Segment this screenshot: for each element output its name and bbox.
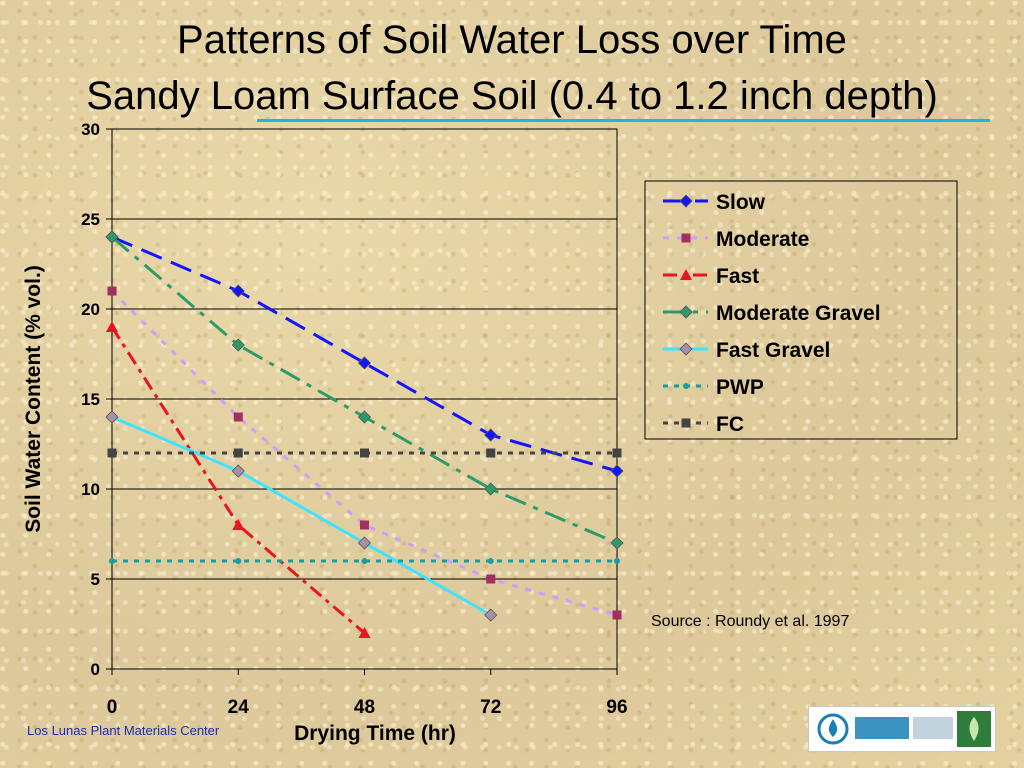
series-pwp bbox=[109, 558, 620, 564]
legend-label-moderate: Moderate bbox=[716, 228, 809, 251]
point-fast-0 bbox=[106, 321, 118, 332]
nrcs-logo bbox=[808, 706, 996, 752]
point-slow-3 bbox=[484, 428, 498, 442]
point-fast-gravel-0 bbox=[105, 410, 119, 424]
point-pwp-1 bbox=[235, 558, 242, 564]
legend-item-moderate-gravel: Moderate Gravel bbox=[663, 302, 881, 325]
x-tick-label-2: 48 bbox=[354, 697, 375, 718]
point-moderate-3 bbox=[486, 574, 496, 584]
grid-layer bbox=[112, 128, 617, 580]
legend-label-fast-gravel: Fast Gravel bbox=[716, 339, 830, 362]
series-fc bbox=[107, 448, 622, 458]
water-drop-icon bbox=[817, 713, 849, 745]
series-line-moderate-gravel bbox=[111, 235, 618, 545]
footer-organization: Los Lunas Plant Materials Center bbox=[27, 723, 220, 738]
point-moderate-4 bbox=[612, 610, 622, 620]
point-slow-4 bbox=[610, 464, 624, 478]
legend-marker-moderate bbox=[681, 233, 691, 243]
source-annotation: Source : Roundy et al. 1997 bbox=[651, 613, 849, 630]
y-tick-label-1: 5 bbox=[91, 570, 100, 589]
y-tick-label-6: 30 bbox=[81, 120, 100, 139]
legend-marker-fast-gravel bbox=[679, 342, 693, 356]
point-slow-2 bbox=[357, 356, 372, 370]
legend-item-moderate: Moderate bbox=[663, 228, 809, 251]
series-line-fast-gravel bbox=[111, 415, 492, 617]
legend-label-moderate-gravel: Moderate Gravel bbox=[716, 302, 881, 325]
point-fc-4 bbox=[612, 448, 622, 458]
point-pwp-0 bbox=[109, 558, 115, 564]
nrcs-wordmark bbox=[855, 717, 909, 739]
series-layer bbox=[105, 230, 624, 638]
legend: Slow Moderate Fast Moderate Gravel Fast Grav… bbox=[644, 180, 958, 440]
legend-label-fc: FC bbox=[716, 413, 744, 436]
leaf-icon bbox=[969, 717, 979, 741]
point-moderate-2 bbox=[360, 520, 369, 530]
series-moderate bbox=[107, 286, 622, 620]
y-tick-label-2: 10 bbox=[81, 480, 100, 499]
point-fast-gravel-1 bbox=[231, 464, 245, 478]
point-moderate-gravel-2 bbox=[357, 410, 372, 424]
legend-marker-moderate-gravel bbox=[679, 305, 693, 319]
y-tick-label-3: 15 bbox=[81, 390, 100, 409]
x-tick-label-0: 0 bbox=[107, 697, 118, 718]
point-fc-1 bbox=[233, 448, 243, 458]
legend-item-pwp: PWP bbox=[663, 376, 764, 399]
point-fast-2 bbox=[358, 627, 371, 638]
legend-item-fast-gravel: Fast Gravel bbox=[663, 339, 830, 362]
point-moderate-0 bbox=[107, 286, 117, 296]
chart-title-line2: Sandy Loam Surface Soil (0.4 to 1.2 inch… bbox=[86, 74, 938, 118]
point-moderate-1 bbox=[233, 412, 243, 422]
point-moderate-gravel-0 bbox=[105, 230, 119, 244]
point-moderate-gravel-3 bbox=[484, 482, 498, 496]
legend-item-fast: Fast bbox=[663, 265, 759, 288]
legend-item-fc: FC bbox=[663, 413, 744, 436]
point-fast-gravel-2 bbox=[357, 536, 372, 550]
point-moderate-gravel-1 bbox=[231, 338, 245, 352]
point-fc-2 bbox=[360, 448, 369, 458]
chart-title-line1: Patterns of Soil Water Loss over Time bbox=[177, 18, 847, 62]
point-fast-gravel-3 bbox=[484, 608, 498, 622]
legend-marker-fast bbox=[680, 269, 692, 280]
x-tick-label-4: 96 bbox=[606, 697, 627, 718]
legend-frame bbox=[644, 180, 958, 440]
series-fast bbox=[106, 321, 371, 638]
legend-item-slow: Slow bbox=[663, 191, 766, 214]
y-axis-label: Soil Water Content (% vol.) bbox=[22, 265, 45, 533]
point-slow-1 bbox=[231, 284, 245, 298]
point-pwp-3 bbox=[487, 558, 494, 564]
legend-marker-fc bbox=[681, 418, 691, 428]
axis-layer: 0 5 10 15 20 25 30 0 24 48 72 96 bbox=[81, 120, 627, 718]
agency-name-block bbox=[913, 717, 953, 739]
nrcs-logo-graphic bbox=[817, 711, 991, 747]
legend-marker-pwp bbox=[683, 383, 689, 389]
legend-marker-slow bbox=[679, 194, 693, 208]
y-tick-label-5: 25 bbox=[81, 210, 100, 229]
series-fast-gravel bbox=[105, 410, 498, 622]
y-tick-label-4: 20 bbox=[81, 300, 100, 319]
series-line-slow bbox=[111, 235, 618, 473]
point-pwp-4 bbox=[614, 558, 620, 564]
point-fc-3 bbox=[486, 448, 496, 458]
series-moderate-gravel bbox=[105, 230, 624, 550]
series-line-fast bbox=[110, 326, 366, 635]
point-pwp-2 bbox=[361, 558, 368, 564]
legend-label-slow: Slow bbox=[716, 191, 766, 214]
x-tick-label-1: 24 bbox=[228, 697, 250, 718]
x-axis-label: Drying Time (hr) bbox=[294, 722, 456, 745]
y-tick-label-0: 0 bbox=[91, 660, 100, 679]
legend-label-pwp: PWP bbox=[716, 376, 764, 399]
x-tick-label-3: 72 bbox=[480, 697, 501, 718]
point-fast-1 bbox=[232, 519, 245, 530]
title-underline bbox=[257, 119, 990, 122]
legend-label-fast: Fast bbox=[716, 265, 759, 288]
point-moderate-gravel-4 bbox=[610, 536, 624, 550]
point-fc-0 bbox=[107, 448, 117, 458]
